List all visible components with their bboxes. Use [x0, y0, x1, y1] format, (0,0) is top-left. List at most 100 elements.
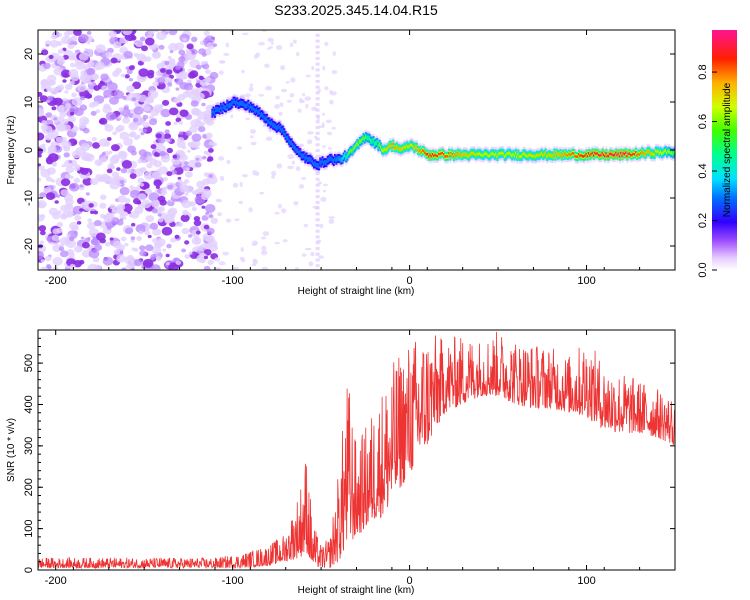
noise-blob — [113, 175, 121, 181]
noise-blob — [222, 251, 230, 256]
ridge-peak — [351, 150, 354, 153]
noise-blob — [56, 84, 65, 91]
ridge-core — [325, 160, 328, 166]
noise-blob — [178, 56, 186, 63]
ridge-peak — [461, 154, 464, 157]
noise-blob — [248, 207, 253, 213]
noise-blob — [322, 65, 326, 71]
noise-blob — [68, 83, 73, 87]
ridge-peak — [596, 152, 599, 155]
ridge-peak — [448, 152, 451, 155]
noise-blob — [239, 181, 243, 188]
noise-blob — [94, 244, 103, 251]
noise-blob — [327, 131, 333, 136]
ridge-peak — [475, 154, 478, 157]
noise-blob — [142, 114, 149, 120]
ridge-peak — [579, 154, 582, 158]
noise-blob — [107, 82, 118, 92]
noise-blob — [219, 175, 225, 182]
ridge-peak — [492, 152, 495, 155]
noise-blob — [208, 148, 214, 153]
ridge-peak — [414, 145, 417, 149]
streak-segment — [315, 212, 320, 216]
noise-blob — [135, 224, 147, 234]
noise-blob — [307, 131, 314, 135]
ridge-peak — [454, 153, 457, 156]
noise-blob — [268, 46, 273, 49]
colorbar-tick-label: 0.6 — [697, 114, 709, 129]
ridge-peak — [438, 152, 441, 156]
noise-blob — [207, 259, 214, 265]
noise-blob — [324, 41, 329, 46]
noise-blob — [95, 61, 105, 70]
ridge-peak — [658, 152, 661, 155]
ridge-peak — [363, 137, 366, 141]
ridge-peak — [537, 154, 540, 157]
noise-blob — [45, 176, 53, 182]
ridge-core — [288, 138, 291, 144]
noise-blob — [117, 115, 122, 119]
noise-blob — [162, 248, 167, 252]
ridge-core — [221, 107, 224, 113]
noise-blob — [206, 227, 215, 235]
noise-blob — [126, 254, 134, 261]
noise-blob — [203, 150, 208, 155]
ridge-peak — [472, 151, 475, 155]
noise-blob — [157, 217, 164, 223]
noise-blob — [40, 266, 48, 270]
noise-blob — [144, 188, 152, 195]
ridge-core — [298, 149, 301, 155]
ridge-peak — [662, 151, 665, 155]
ridge-peak — [628, 152, 631, 155]
ridge-core — [299, 150, 302, 156]
noise-blob — [289, 42, 294, 48]
streak-segment — [315, 108, 320, 112]
ridge-core — [285, 135, 288, 141]
noise-blob — [120, 236, 127, 242]
noise-blob — [232, 266, 239, 270]
noise-blob — [158, 44, 165, 50]
noise-blob — [179, 154, 188, 161]
noise-blob — [294, 267, 300, 270]
ridge-peak — [497, 153, 500, 156]
ridge-core — [290, 140, 293, 146]
ridge-core — [337, 155, 340, 161]
noise-blob — [274, 104, 280, 109]
ridge-peak — [357, 143, 360, 146]
noise-blob — [122, 116, 131, 124]
snr-x-axis-title: Height of straight line (km) — [298, 585, 415, 596]
noise-blob — [226, 159, 231, 165]
ridge-peak — [632, 152, 635, 156]
ridge-peak — [423, 149, 426, 153]
ridge-core — [261, 112, 264, 117]
noise-blob — [255, 171, 260, 176]
noise-blob — [165, 138, 170, 143]
y-tick-label: 20 — [23, 48, 35, 60]
noise-blob — [203, 30, 210, 36]
noise-blob — [151, 171, 162, 180]
noise-blob — [48, 54, 54, 60]
ridge-peak — [527, 155, 530, 158]
noise-blob — [111, 144, 120, 152]
noise-blob — [252, 259, 258, 265]
noise-blob — [87, 237, 91, 240]
noise-blob — [59, 250, 69, 258]
ridge-core — [327, 157, 330, 163]
noise-blob — [116, 167, 121, 171]
noise-blob — [168, 30, 178, 36]
ridge-peak — [581, 154, 584, 158]
ridge-core — [265, 115, 269, 121]
ridge-peak — [415, 146, 418, 149]
noise-blob — [201, 52, 207, 57]
noise-blob — [74, 215, 82, 221]
noise-blob — [262, 231, 270, 237]
ridge-core — [321, 158, 324, 164]
ridge-peak — [626, 155, 629, 158]
noise-blob — [157, 195, 166, 203]
ridge-core — [346, 153, 349, 159]
ridge-peak — [409, 143, 412, 147]
ridge-peak — [440, 152, 443, 155]
noise-blob — [305, 74, 311, 78]
noise-blob — [276, 163, 283, 169]
ridge-peak — [434, 153, 437, 156]
